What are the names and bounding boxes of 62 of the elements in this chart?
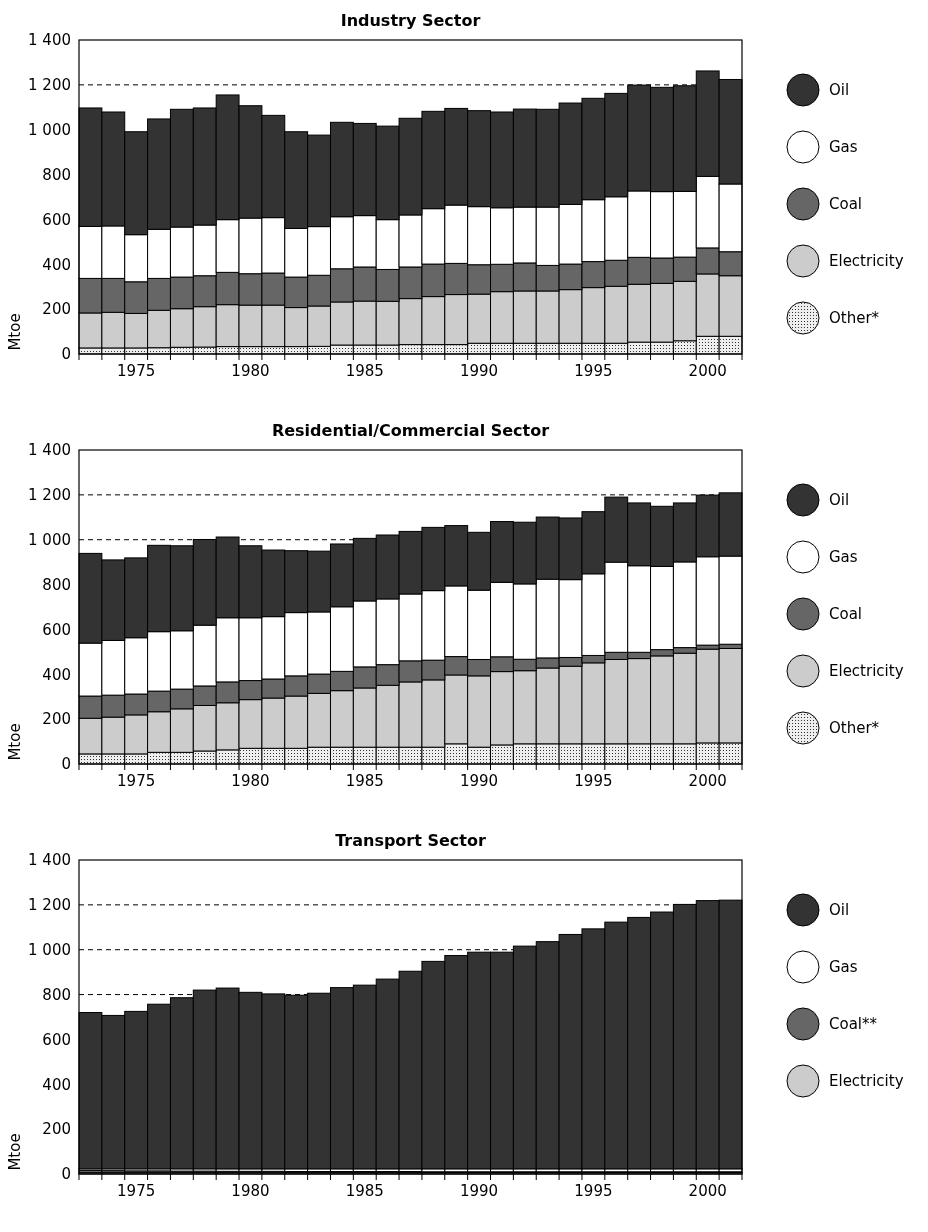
x-tick-label: 1990 xyxy=(459,772,499,790)
y-tick-label: 400 xyxy=(42,1075,71,1094)
x-tick-label: 1995 xyxy=(574,772,613,790)
y-tick-label: 1 000 xyxy=(28,120,71,139)
y-tick-label: 1 400 xyxy=(28,851,71,870)
y-axis-title: Mtoe xyxy=(6,313,24,351)
y-tick-label: 600 xyxy=(42,210,71,229)
y-tick-label: 1 200 xyxy=(28,896,71,915)
legend-label: Oil xyxy=(829,81,850,100)
y-tick-label: 1 200 xyxy=(28,76,71,95)
x-tick-label: 1975 xyxy=(117,362,156,380)
x-tick-label: 1995 xyxy=(574,362,613,380)
legend-label: Oil xyxy=(829,901,850,920)
legend-label: Coal xyxy=(829,195,863,214)
x-tick-label: 1990 xyxy=(459,1182,499,1200)
y-axis-title: Mtoe xyxy=(6,723,24,761)
legend-label: Gas xyxy=(829,138,858,157)
x-tick-label: 2000 xyxy=(688,1182,727,1200)
y-tick-label: 200 xyxy=(42,1120,71,1139)
y-tick-label: 800 xyxy=(42,575,71,594)
y-tick-label: 1 200 xyxy=(28,486,71,505)
legend-label: Gas xyxy=(829,548,858,567)
y-tick-label: 0 xyxy=(61,755,71,774)
x-tick-label: 1980 xyxy=(231,772,270,790)
y-tick-label: 1 400 xyxy=(28,441,71,460)
legend-label: Electricity xyxy=(829,662,904,681)
legend-label: Oil xyxy=(829,491,850,510)
legend-label: Electricity xyxy=(829,252,904,271)
legend-label: Other* xyxy=(829,309,880,328)
x-tick-label: 1980 xyxy=(231,1182,270,1200)
y-tick-label: 600 xyxy=(42,620,71,639)
chart-title: Transport Sector xyxy=(335,831,486,850)
legend-label: Coal xyxy=(829,605,863,624)
x-tick-label: 1985 xyxy=(345,1182,384,1200)
x-tick-label: 1990 xyxy=(459,362,499,380)
chart-title: Industry Sector xyxy=(340,11,481,30)
chart-title: Residential/Commercial Sector xyxy=(271,421,550,440)
y-tick-label: 400 xyxy=(42,665,71,684)
y-tick-label: 600 xyxy=(42,1030,71,1049)
x-tick-label: 2000 xyxy=(688,362,727,380)
legend-label: Coal** xyxy=(829,1015,878,1034)
x-tick-label: 1980 xyxy=(231,362,270,380)
y-axis-title: Mtoe xyxy=(6,1133,24,1171)
y-tick-label: 200 xyxy=(42,710,71,729)
x-tick-label: 1975 xyxy=(117,772,156,790)
x-tick-label: 1975 xyxy=(117,1182,156,1200)
x-tick-label: 1995 xyxy=(574,1182,613,1200)
y-tick-label: 200 xyxy=(42,300,71,319)
legend-label: Electricity xyxy=(829,1072,904,1091)
legend-label: Gas xyxy=(829,958,858,977)
x-tick-label: 2000 xyxy=(688,772,727,790)
y-tick-label: 400 xyxy=(42,255,71,274)
y-tick-label: 1 000 xyxy=(28,940,71,959)
y-tick-label: 800 xyxy=(42,985,71,1004)
y-tick-label: 1 000 xyxy=(28,530,71,549)
x-tick-label: 1985 xyxy=(345,772,384,790)
y-tick-label: 800 xyxy=(42,165,71,184)
legend-label: Other* xyxy=(829,719,880,738)
y-tick-label: 0 xyxy=(61,345,71,364)
y-tick-label: 0 xyxy=(61,1165,71,1184)
x-tick-label: 1985 xyxy=(345,362,384,380)
y-tick-label: 1 400 xyxy=(28,31,71,50)
